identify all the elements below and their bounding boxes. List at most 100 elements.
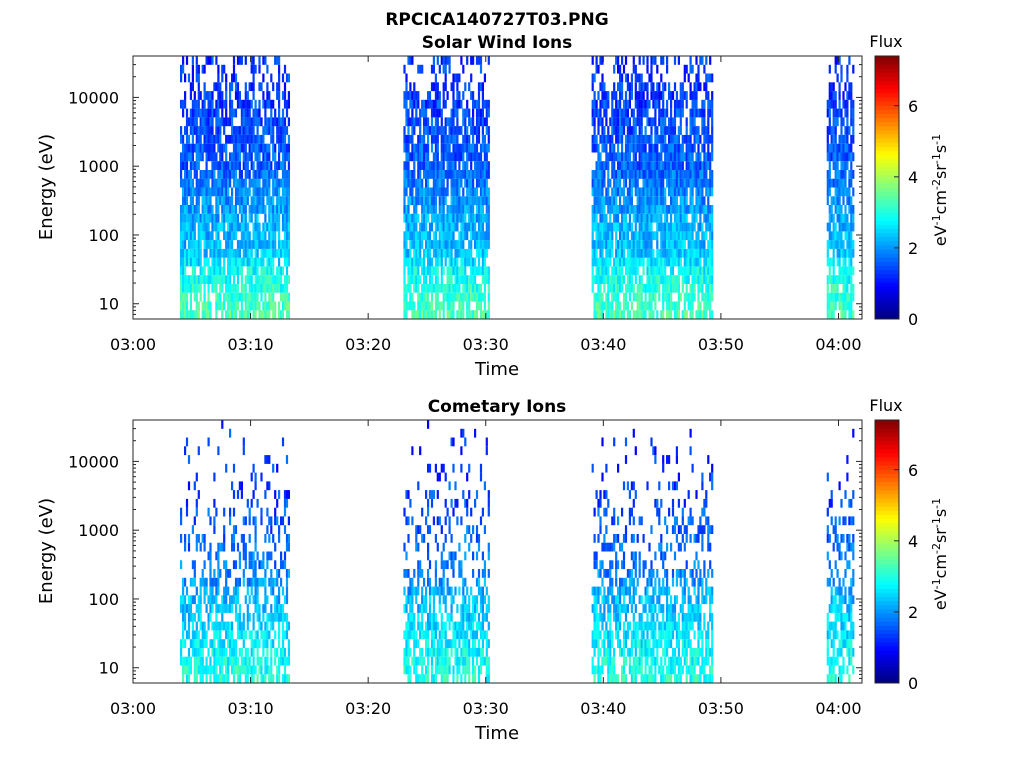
flux-cell: [695, 161, 698, 170]
flux-cell: [246, 161, 249, 170]
flux-cell: [217, 126, 220, 135]
flux-cell: [417, 134, 420, 144]
flux-cell: [474, 310, 477, 319]
flux-cell: [264, 222, 267, 232]
flux-cell: [452, 196, 455, 206]
colorbar-segment: [875, 253, 899, 258]
flux-cell: [274, 108, 277, 118]
flux-cell: [607, 187, 610, 197]
flux-cell: [591, 283, 594, 293]
flux-cell: [409, 604, 412, 613]
flux-cell: [231, 161, 234, 170]
flux-cell: [479, 161, 483, 170]
flux-cell: [250, 126, 253, 135]
flux-cell: [234, 612, 238, 622]
flux-cell: [411, 586, 414, 596]
flux-cell: [611, 275, 614, 284]
flux-cell: [464, 126, 467, 135]
flux-cell: [683, 91, 686, 100]
flux-cell: [466, 170, 469, 179]
flux-cell: [209, 674, 212, 683]
flux-cell: [427, 257, 430, 267]
flux-cell: [595, 213, 598, 223]
flux-cell: [283, 143, 287, 153]
flux-cell: [425, 665, 428, 675]
flux-cell: [215, 595, 218, 605]
flux-cell: [479, 292, 483, 302]
flux-cell: [650, 310, 653, 319]
flux-cell: [205, 170, 208, 179]
flux-cell: [219, 187, 222, 197]
flux-cell: [648, 161, 651, 170]
flux-cell: [668, 134, 671, 144]
flux-cell: [232, 595, 236, 605]
flux-cell: [411, 196, 414, 206]
flux-cell: [252, 516, 255, 526]
flux-cell: [605, 257, 608, 267]
flux-cell: [184, 639, 187, 648]
flux-cell: [691, 205, 694, 214]
flux-cell: [832, 82, 835, 92]
flux-cell: [666, 99, 669, 109]
flux-cell: [852, 283, 855, 293]
flux-cell: [203, 108, 206, 118]
colorbar-segment: [875, 216, 899, 221]
flux-cell: [634, 222, 637, 232]
flux-cell: [850, 292, 853, 302]
flux-cell: [227, 674, 230, 683]
flux-cell: [634, 213, 637, 223]
flux-cell: [423, 534, 426, 543]
flux-cell: [626, 126, 629, 135]
flux-cell: [266, 99, 269, 109]
flux-cell: [670, 99, 673, 109]
flux-cell: [274, 170, 277, 179]
flux-cell: [619, 82, 622, 92]
flux-cell: [244, 126, 247, 135]
flux-cell: [191, 630, 194, 640]
flux-cell: [219, 542, 222, 552]
flux-cell: [838, 240, 841, 249]
flux-cell: [630, 178, 633, 188]
flux-cell: [836, 117, 839, 127]
flux-cell: [846, 283, 849, 293]
flux-cell: [252, 560, 255, 570]
flux-cell: [691, 196, 694, 206]
flux-cell: [440, 205, 443, 214]
flux-cell: [648, 248, 651, 258]
flux-cell: [628, 178, 631, 188]
flux-cell: [450, 301, 453, 311]
flux-cell: [687, 301, 690, 311]
flux-cell: [481, 82, 484, 92]
flux-cell: [199, 604, 202, 613]
flux-cell: [201, 108, 204, 118]
flux-cell: [182, 205, 185, 214]
flux-cell: [187, 222, 191, 232]
flux-cell: [626, 134, 629, 144]
flux-cell: [242, 152, 245, 162]
flux-cell: [446, 117, 449, 127]
flux-cell: [278, 99, 281, 109]
flux-cell: [613, 257, 616, 267]
flux-cell: [231, 301, 234, 311]
flux-cell: [436, 187, 439, 197]
flux-cell: [272, 612, 275, 622]
flux-cell: [407, 283, 410, 293]
flux-cell: [201, 647, 204, 657]
colorbar-frame: [874, 55, 900, 320]
flux-cell: [679, 161, 682, 170]
flux-cell: [671, 231, 675, 241]
flux-cell: [215, 266, 218, 276]
flux-cell: [407, 231, 410, 241]
flux-cell: [683, 196, 686, 206]
flux-cell: [844, 310, 847, 319]
flux-cell: [638, 275, 641, 284]
flux-cell: [660, 240, 663, 249]
flux-cell: [250, 257, 253, 267]
flux-cell: [427, 152, 430, 162]
flux-cell: [276, 604, 279, 613]
flux-cell: [248, 577, 251, 587]
flux-cell: [450, 275, 453, 284]
flux-cell: [597, 170, 600, 179]
flux-cell: [673, 117, 677, 127]
flux-cell: [432, 639, 435, 648]
